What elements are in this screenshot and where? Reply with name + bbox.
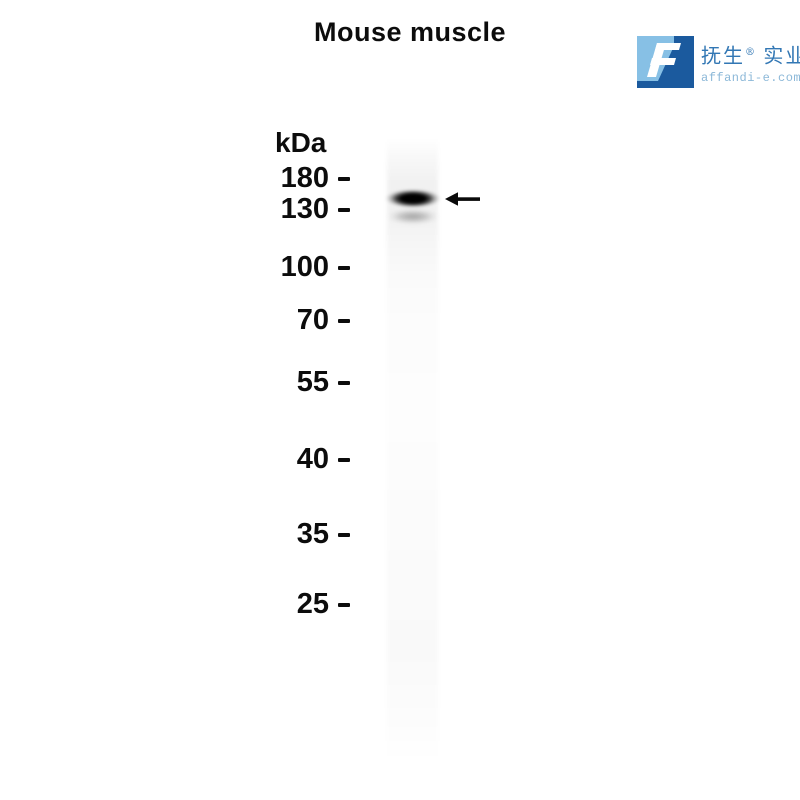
marker-label: 55 <box>296 366 329 398</box>
figure-title: Mouse muscle <box>313 17 507 47</box>
marker-row-130: 130 <box>250 194 350 224</box>
website-url: affandi-e.com <box>701 70 800 85</box>
marker-label: 100 <box>280 251 329 283</box>
marker-row-70: 70 <box>250 305 350 335</box>
protein-band-main <box>385 185 441 212</box>
marker-tick <box>338 532 350 538</box>
ladder-unit-label: kDa <box>275 127 327 158</box>
brand-name-suffix: 实业 <box>763 43 800 68</box>
marker-label: 180 <box>280 162 329 194</box>
registered-mark: ® <box>745 47 755 58</box>
brand-logo-icon <box>637 36 694 88</box>
marker-tick <box>338 318 350 324</box>
marker-row-40: 40 <box>250 444 350 474</box>
marker-label: 40 <box>296 443 329 475</box>
brand-name: 抚生® 实业 <box>701 41 800 68</box>
marker-row-35: 35 <box>250 519 350 549</box>
marker-tick <box>338 176 350 182</box>
marker-label: 35 <box>296 518 329 550</box>
marker-tick <box>338 457 350 463</box>
marker-tick <box>338 602 350 608</box>
marker-row-100: 100 <box>250 252 350 282</box>
brand-logo-text: 抚生® 实业 affandi-e.com <box>701 41 800 85</box>
marker-tick <box>338 265 350 271</box>
marker-label: 25 <box>296 588 329 620</box>
marker-label: 70 <box>296 304 329 336</box>
brand-name-primary: 抚生 <box>701 43 745 68</box>
protein-band-secondary <box>388 208 438 225</box>
marker-label: 130 <box>280 193 329 225</box>
marker-row-180: 180 <box>250 163 350 193</box>
band-arrow-icon <box>445 192 480 206</box>
blot-lane <box>387 138 438 763</box>
marker-row-55: 55 <box>250 367 350 397</box>
marker-tick <box>338 207 350 213</box>
marker-row-25: 25 <box>250 589 350 619</box>
marker-tick <box>338 380 350 386</box>
brand-logo: 抚生® 实业 affandi-e.com <box>637 36 800 88</box>
